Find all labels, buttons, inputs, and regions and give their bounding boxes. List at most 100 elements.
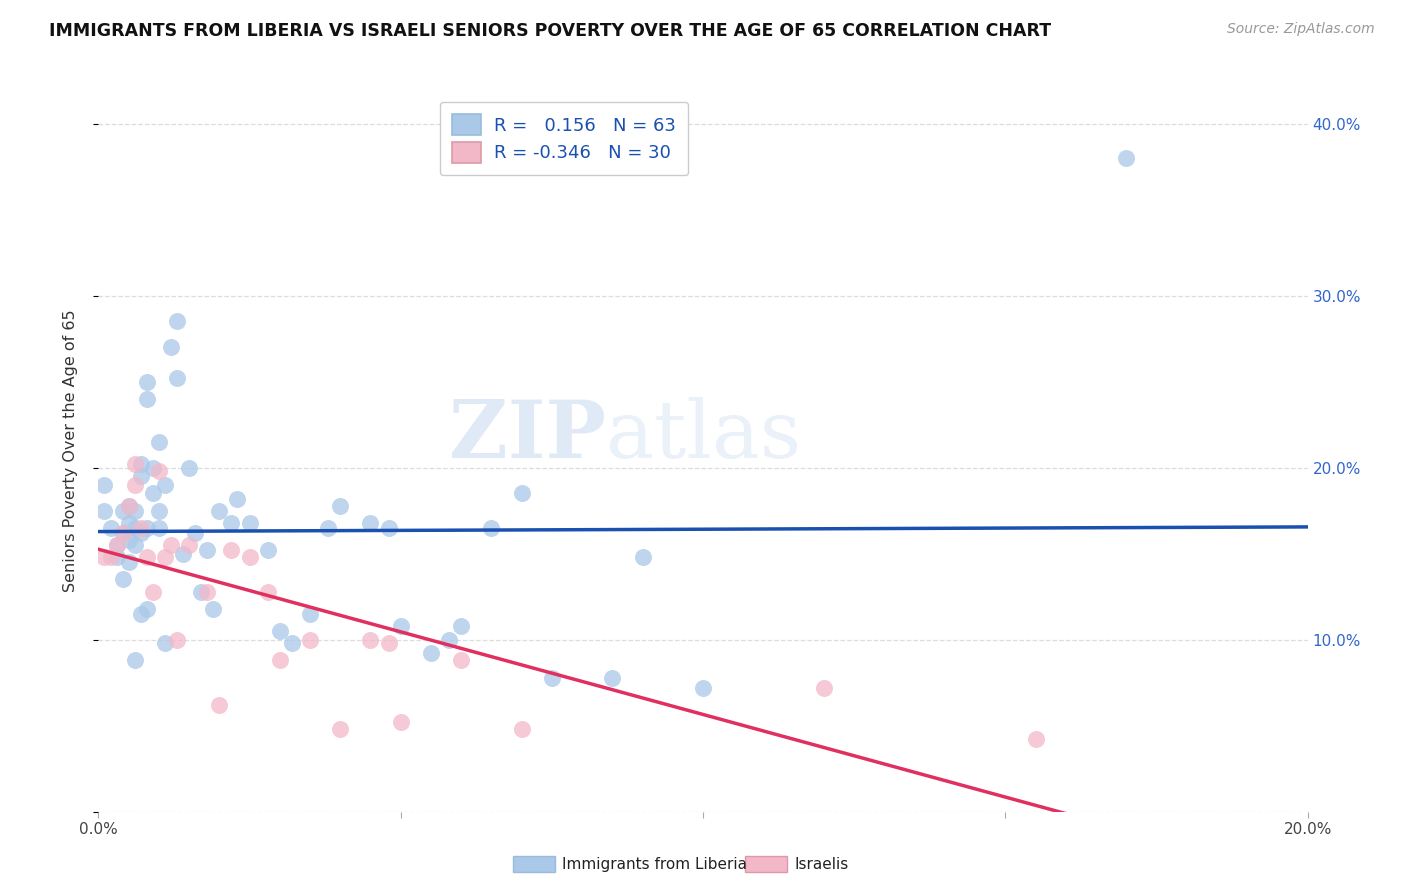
- Point: [1024, 732, 1046, 747]
- Point: [389, 715, 412, 730]
- Point: [124, 503, 146, 517]
- Point: [450, 619, 472, 633]
- Point: [360, 632, 382, 647]
- Point: [190, 584, 212, 599]
- Point: [256, 543, 278, 558]
- Point: [118, 499, 141, 513]
- Point: [631, 550, 654, 565]
- Text: ZIP: ZIP: [450, 397, 606, 475]
- Text: Source: ZipAtlas.com: Source: ZipAtlas.com: [1227, 22, 1375, 37]
- Point: [142, 486, 165, 500]
- Point: [813, 681, 835, 695]
- Point: [118, 516, 141, 530]
- Point: [208, 503, 231, 517]
- Point: [148, 503, 170, 517]
- Point: [118, 499, 141, 513]
- Point: [153, 636, 176, 650]
- Point: [195, 584, 218, 599]
- Point: [195, 543, 218, 558]
- Point: [208, 698, 231, 712]
- Point: [148, 521, 170, 535]
- Point: [602, 671, 624, 685]
- Point: [166, 314, 188, 328]
- Point: [160, 340, 183, 354]
- Point: [124, 457, 146, 471]
- Point: [105, 538, 128, 552]
- Point: [135, 375, 157, 389]
- Point: [93, 478, 115, 492]
- Point: [142, 460, 165, 475]
- Point: [1115, 151, 1137, 165]
- Point: [135, 392, 157, 406]
- Text: atlas: atlas: [606, 397, 801, 475]
- Point: [100, 521, 122, 535]
- Point: [172, 547, 194, 561]
- Point: [239, 550, 262, 565]
- Point: [226, 491, 249, 506]
- Point: [153, 478, 176, 492]
- Point: [153, 550, 176, 565]
- Point: [437, 632, 460, 647]
- Point: [221, 516, 243, 530]
- Point: [135, 521, 157, 535]
- Point: [124, 521, 146, 535]
- Point: [105, 538, 128, 552]
- Point: [202, 601, 225, 615]
- Legend: R =   0.156   N = 63, R = -0.346   N = 30: R = 0.156 N = 63, R = -0.346 N = 30: [440, 102, 689, 175]
- Point: [129, 469, 152, 483]
- Point: [389, 619, 412, 633]
- Point: [124, 538, 146, 552]
- Point: [540, 671, 562, 685]
- Point: [510, 486, 533, 500]
- Point: [129, 607, 152, 621]
- Point: [281, 636, 304, 650]
- Point: [93, 503, 115, 517]
- Point: [510, 722, 533, 736]
- Point: [135, 601, 157, 615]
- Point: [221, 543, 243, 558]
- Point: [329, 499, 352, 513]
- Point: [166, 632, 188, 647]
- Point: [269, 624, 291, 639]
- Text: Immigrants from Liberia: Immigrants from Liberia: [562, 857, 748, 871]
- Point: [111, 503, 134, 517]
- Point: [166, 371, 188, 385]
- Point: [118, 533, 141, 547]
- Point: [184, 526, 207, 541]
- Point: [129, 457, 152, 471]
- Point: [124, 653, 146, 667]
- Point: [118, 555, 141, 569]
- Point: [129, 521, 152, 535]
- Point: [377, 636, 399, 650]
- Point: [360, 516, 382, 530]
- Point: [179, 460, 201, 475]
- Point: [111, 573, 134, 587]
- Point: [111, 526, 134, 541]
- Point: [239, 516, 262, 530]
- Point: [105, 550, 128, 565]
- Point: [160, 538, 183, 552]
- Point: [142, 584, 165, 599]
- Point: [148, 434, 170, 449]
- Point: [481, 521, 503, 535]
- Point: [148, 464, 170, 478]
- Point: [299, 607, 322, 621]
- Text: Israelis: Israelis: [794, 857, 849, 871]
- Point: [420, 647, 443, 661]
- Point: [377, 521, 399, 535]
- Point: [124, 478, 146, 492]
- Point: [111, 526, 134, 541]
- Point: [93, 550, 115, 565]
- Point: [135, 550, 157, 565]
- Point: [269, 653, 291, 667]
- Point: [450, 653, 472, 667]
- Point: [179, 538, 201, 552]
- Point: [129, 526, 152, 541]
- Point: [299, 632, 322, 647]
- Point: [692, 681, 714, 695]
- Point: [329, 722, 352, 736]
- Point: [100, 550, 122, 565]
- Y-axis label: Seniors Poverty Over the Age of 65: Seniors Poverty Over the Age of 65: [63, 310, 77, 591]
- Point: [256, 584, 278, 599]
- Text: IMMIGRANTS FROM LIBERIA VS ISRAELI SENIORS POVERTY OVER THE AGE OF 65 CORRELATIO: IMMIGRANTS FROM LIBERIA VS ISRAELI SENIO…: [49, 22, 1052, 40]
